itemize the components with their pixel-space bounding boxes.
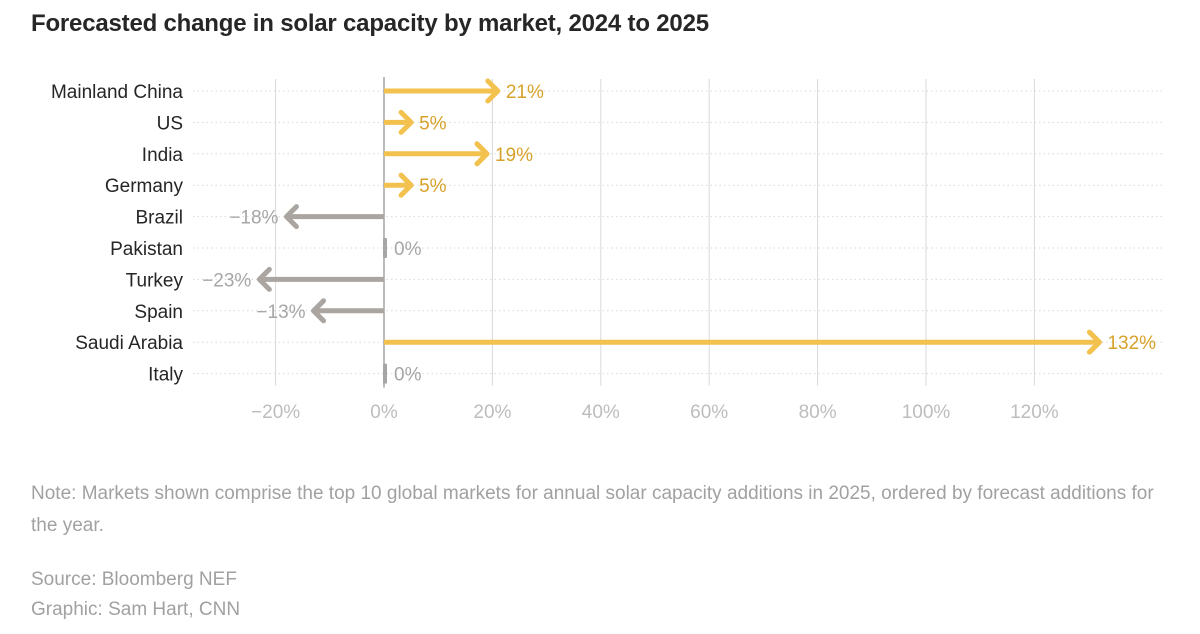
data-label: 19% <box>495 145 533 166</box>
category-label: Italy <box>148 365 183 386</box>
category-labels: Mainland China US India Germany Brazil Pakist… <box>51 82 184 386</box>
chart-title: Forecasted change in solar capacity by m… <box>31 10 709 37</box>
zero-bar-mark <box>383 238 387 258</box>
x-tick-label: 80% <box>799 402 837 423</box>
category-label: India <box>142 145 184 166</box>
x-tick-label: 100% <box>902 402 951 423</box>
x-tick-label: 0% <box>370 402 398 423</box>
source-block: Source: Bloomberg NEF Graphic: Sam Hart,… <box>31 565 240 625</box>
data-label: −18% <box>229 208 278 229</box>
data-label: 5% <box>419 113 447 134</box>
arrow-head <box>256 266 272 292</box>
arrow-head <box>485 78 501 104</box>
x-tick-label: 120% <box>1010 402 1059 423</box>
data-label: −23% <box>202 270 251 291</box>
zero-bar-mark <box>383 363 387 384</box>
category-label: Pakistan <box>110 239 183 260</box>
category-label: US <box>157 113 183 134</box>
data-label: 5% <box>419 176 447 197</box>
data-label: −13% <box>256 302 305 323</box>
arrow-head <box>1086 329 1102 355</box>
arrow-bars: 21% 5% 19% 5% −18% 0% −23%−13% 132% 0% <box>202 78 1156 386</box>
data-label: 132% <box>1107 333 1156 354</box>
data-label: 21% <box>506 82 544 103</box>
category-label: Mainland China <box>51 82 183 103</box>
arrow-head <box>398 172 414 198</box>
source-line: Source: Bloomberg NEF <box>31 569 237 590</box>
chart-note: Note: Markets shown comprise the top 10 … <box>31 483 1154 536</box>
x-tick-label: −20% <box>251 402 300 423</box>
x-tick-label: 60% <box>690 402 728 423</box>
data-label: 0% <box>394 239 422 260</box>
arrow-head <box>283 204 299 230</box>
arrow-head <box>398 109 414 135</box>
x-axis-ticks: −20% 0% 20% 40% 60% 80% 100% 120% <box>251 402 1059 423</box>
arrow-head <box>311 298 327 324</box>
category-label: Spain <box>134 302 183 323</box>
x-tick-label: 40% <box>582 402 620 423</box>
category-label: Turkey <box>126 270 184 291</box>
x-tick-label: 20% <box>473 402 511 423</box>
category-label: Brazil <box>135 208 183 229</box>
category-label: Saudi Arabia <box>75 333 183 354</box>
chart: Mainland China US India Germany Brazil Pakist… <box>51 77 1165 423</box>
data-label: 0% <box>394 365 422 386</box>
category-label: Germany <box>105 176 184 197</box>
arrow-head <box>474 141 490 167</box>
credit-line: Graphic: Sam Hart, CNN <box>31 599 241 620</box>
